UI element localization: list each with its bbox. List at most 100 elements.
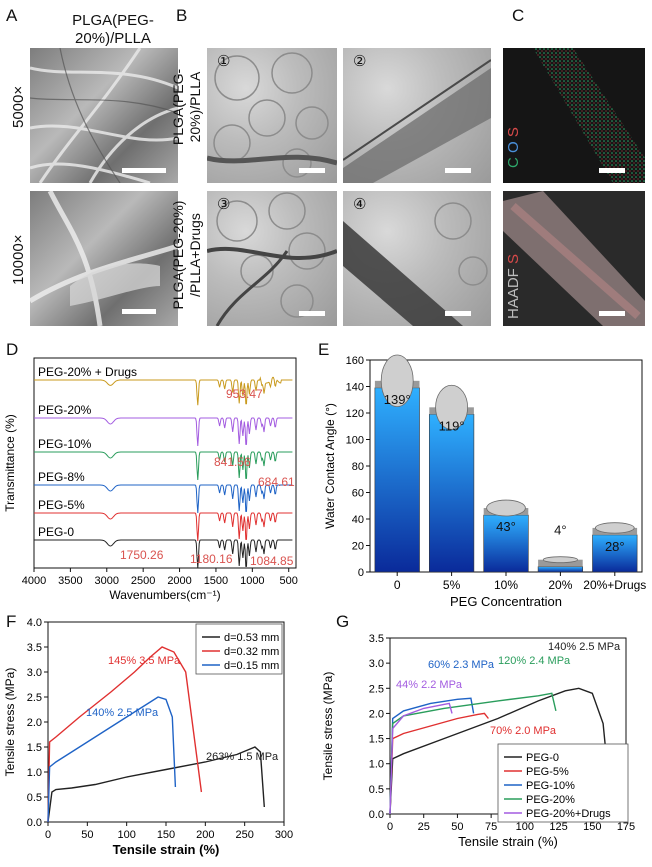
peak-annotation: 140% 2.5 MPa [548,641,621,653]
panel-letter-f: F [6,612,17,631]
x-tick-label: 10% [494,578,518,592]
y-tick-label: 0.5 [27,792,42,804]
panel-a-mag-bottom: 10000× [10,234,27,285]
water-droplet [542,556,578,564]
tem-number-4: ④ [353,196,367,213]
scale-bar [445,168,471,173]
y-tick-label: 0.0 [27,817,42,829]
panel-a-title: PLGA(PEG- 20%)/PLLA [72,12,154,47]
stress-strain-curve [389,692,557,815]
x-axis-label: Wavenumbers(cm⁻¹) [109,588,220,602]
y-tick-label: 40 [352,514,364,526]
x-axis-label: Tensile strain (%) [458,834,558,849]
legend-label: PEG-5% [526,766,569,778]
scale-bar [599,168,625,173]
stress-strain-curve [389,687,610,815]
y-tick-label: 0 [358,567,364,579]
scale-bar [445,311,471,316]
panel-letter-a: A [6,6,18,25]
y-tick-label: 2.5 [369,683,384,695]
panel-letter-c: C [512,6,525,25]
tem-overlay-1 [207,52,337,178]
panel-letter-d: D [6,340,19,359]
x-tick-label: 2000 [167,575,191,587]
water-droplet [486,499,526,517]
sem-image-10000x [30,191,178,326]
y-tick-label: 1.0 [27,767,42,779]
stress-strain-curve [47,646,203,823]
y-tick-label: 3.0 [27,667,42,679]
series-label: PEG-0 [38,525,74,539]
contact-angle-bar [537,566,584,573]
contact-angle-bar [374,387,420,573]
y-tick-label: 2.0 [27,717,42,729]
series-label: PEG-20% + Drugs [38,365,137,379]
y-tick-label: 100 [346,435,364,447]
peak-label: 1084.85 [250,554,294,568]
y-tick-label: 3.0 [369,658,384,670]
scale-bar [122,168,166,173]
sem-fiber-overlay-zoom [30,191,178,326]
x-axis-label: Tensile strain (%) [113,842,220,857]
spectrum-line [34,512,293,542]
y-tick-label: 80 [352,461,364,473]
water-droplet [380,354,414,408]
spectrum-line [34,451,293,481]
x-tick-label: 1000 [240,575,264,587]
peak-label: 1180.16 [190,552,233,566]
eds-map-cos: C O S [503,48,645,183]
tem-image-1: ① [207,48,337,183]
tem-number-2: ② [353,53,367,70]
x-tick-label: 0 [394,578,401,592]
water-droplet [435,384,469,430]
eds-map-haadf: HAADF S [503,191,645,326]
spectrum-line [34,376,293,406]
y-tick-label: 3.5 [27,642,42,654]
x-tick-label: 50 [451,821,463,833]
y-axis-label: Tensile stress (MPa) [3,668,17,777]
x-tick-label: 75 [485,821,497,833]
legend-label: d=0.53 mm [224,632,279,644]
panel-a-mag-top: 5000× [10,85,27,128]
y-tick-label: 2.0 [369,708,384,720]
x-tick-label: 125 [549,821,567,833]
stress-strain-curve [389,697,475,815]
eds-label-s2: S [505,253,522,264]
panel-b-row2-label: PLGA(PEG-20%) /PLLA+Drugs [170,200,203,310]
peak-annotation: 60% 2.3 MPa [428,659,495,671]
eds-label-o: O [505,141,522,153]
tem-overlay-4 [343,202,488,326]
bar-value-label: 139° [384,392,411,407]
droplet-substrate [538,559,583,567]
x-tick-label: 20% [548,578,572,592]
peak-annotation: 120% 2.4 MPa [498,655,571,667]
peak-label: 953.47 [226,387,263,401]
x-tick-label: 4000 [22,575,46,587]
tensile-chart-peg: 0 25 50 75 100 125 150 175 0.0 0.5 1.0 1.5 2.0 2.5 3.0… [321,633,635,849]
y-tick-label: 160 [346,355,364,367]
tem-image-2: ② [343,48,491,183]
y-tick-label: 0.5 [369,784,384,796]
tem-image-4: ④ [343,191,491,326]
x-tick-label: 50 [81,829,93,841]
sem-fiber-overlay [30,48,178,183]
x-tick-label: 175 [617,821,635,833]
ftir-chart: 4000 3500 3000 2500 2000 1500 1000 500 Wavenumbe… [3,357,298,602]
bar-value-label: 43° [496,519,516,534]
spectrum-line [34,484,293,514]
stress-strain-curve [47,696,177,823]
x-tick-label: 150 [157,829,175,841]
peak-annotation: 44% 2.2 MPa [396,679,463,691]
x-tick-label: 0 [45,829,51,841]
tem-image-3: ③ [207,191,337,326]
y-tick-label: 1.5 [369,734,384,746]
spectrum-line [34,417,293,447]
plot-frame [33,357,297,569]
tensile-chart-diameter: 0 50 100 150 200 250 300 0.0 0.5 1.0 1.5 2.0 2.5 3.0 3… [3,617,293,857]
y-tick-label: 120 [346,408,364,420]
series-label: PEG-20% [38,403,92,417]
spectrum-line [34,539,293,569]
y-axis-label: Tensile stress (MPa) [321,672,335,781]
series-label: PEG-8% [38,470,85,484]
x-tick-label: 200 [196,829,214,841]
